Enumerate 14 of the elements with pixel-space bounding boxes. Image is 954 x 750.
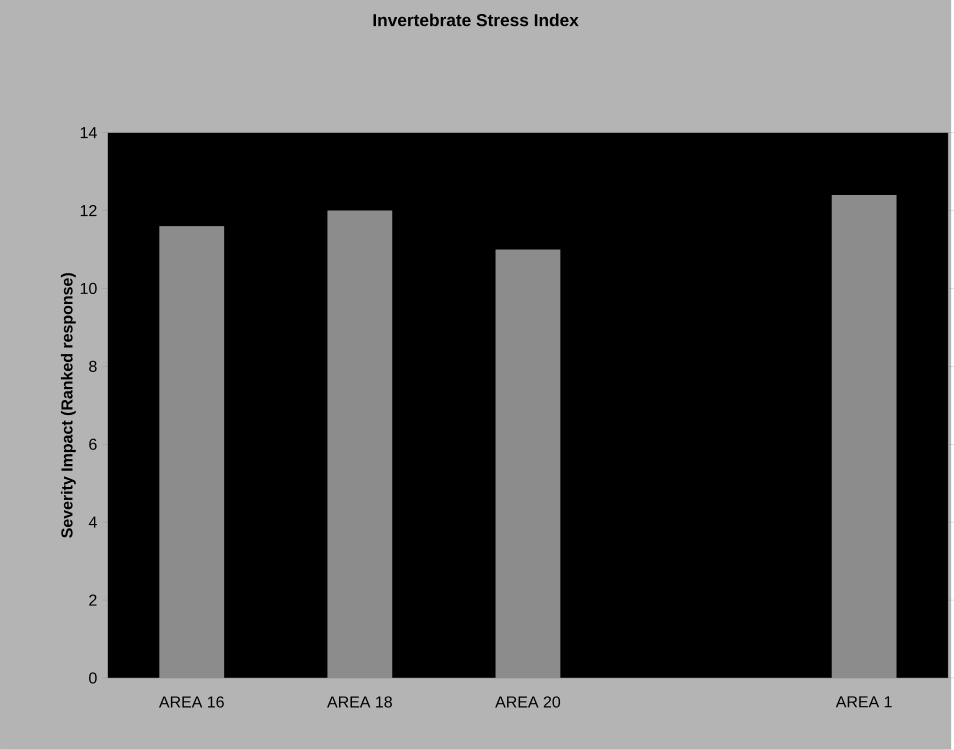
y-tick-label: 14 <box>80 127 97 138</box>
x-tick-label: AREA 18 <box>327 696 392 708</box>
y-tick-label: 10 <box>80 282 97 294</box>
y-tick-label: 4 <box>88 516 97 528</box>
x-tick-label: AREA 20 <box>495 696 560 708</box>
y-tick-label: 12 <box>80 205 97 216</box>
x-tick-label: AREA 1 <box>836 696 892 708</box>
y-tick-label: 6 <box>89 438 97 450</box>
y-tick-label: 0 <box>89 672 97 684</box>
y-tick-label: 8 <box>89 360 97 372</box>
y-tick-label: 2 <box>89 594 97 606</box>
y-axis-title: Severity Impact (Ranked response) <box>60 273 76 538</box>
x-tick-label: AREA 16 <box>158 696 224 708</box>
chart-title: Invertebrate Stress Index <box>373 14 579 26</box>
